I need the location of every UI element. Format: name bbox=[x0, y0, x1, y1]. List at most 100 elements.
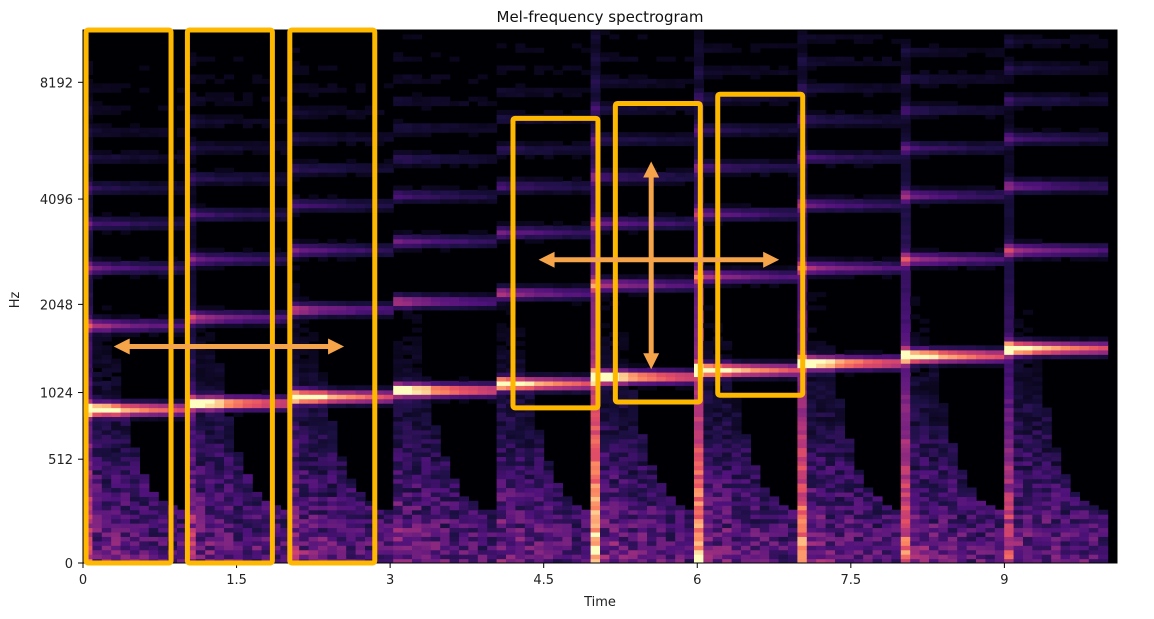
heatmap-cell bbox=[571, 545, 582, 551]
heatmap-cell bbox=[299, 203, 310, 209]
heatmap-cell bbox=[186, 305, 197, 311]
heatmap-cell bbox=[703, 460, 714, 466]
heatmap-cell bbox=[111, 491, 122, 497]
heatmap-cell bbox=[233, 176, 244, 182]
heatmap-cell bbox=[289, 474, 300, 480]
heatmap-cell bbox=[393, 398, 404, 404]
heatmap-cell bbox=[872, 118, 883, 124]
heatmap-cell bbox=[261, 554, 272, 560]
heatmap-cell bbox=[590, 509, 601, 515]
heatmap-cell bbox=[759, 278, 770, 284]
heatmap-cell bbox=[412, 469, 422, 475]
heatmap-cell bbox=[101, 132, 112, 138]
heatmap-cell bbox=[365, 518, 375, 524]
heatmap-cell bbox=[308, 514, 319, 520]
heatmap-cell bbox=[383, 305, 394, 311]
heatmap-cell bbox=[553, 69, 563, 76]
heatmap-cell bbox=[477, 198, 488, 204]
heatmap-cell bbox=[195, 305, 206, 311]
heatmap-cell bbox=[271, 309, 281, 315]
heatmap-cell bbox=[308, 305, 319, 311]
heatmap-cell bbox=[440, 185, 451, 191]
heatmap-cell bbox=[365, 536, 375, 542]
heatmap-cell bbox=[694, 420, 704, 426]
heatmap-cell bbox=[186, 469, 197, 475]
heatmap-cell bbox=[289, 549, 300, 555]
heatmap-cell bbox=[186, 189, 197, 195]
heatmap-cell bbox=[684, 549, 695, 555]
heatmap-cell bbox=[402, 545, 413, 551]
heatmap-cell bbox=[618, 483, 629, 489]
heatmap-cell bbox=[308, 407, 319, 413]
heatmap-cell bbox=[412, 558, 422, 563]
heatmap-cell bbox=[618, 332, 629, 338]
heatmap-cell bbox=[590, 434, 601, 440]
heatmap-cell bbox=[872, 154, 883, 160]
heatmap-cell bbox=[186, 274, 197, 280]
heatmap-cell bbox=[806, 292, 817, 298]
heatmap-cell bbox=[271, 318, 281, 324]
heatmap-cell bbox=[477, 554, 488, 560]
heatmap-cell bbox=[430, 460, 441, 466]
heatmap-cell bbox=[421, 518, 432, 524]
heatmap-cell bbox=[600, 225, 610, 231]
heatmap-cell bbox=[252, 523, 263, 529]
heatmap-cell bbox=[336, 469, 347, 475]
heatmap-cell bbox=[205, 447, 216, 453]
heatmap-cell bbox=[158, 416, 169, 422]
heatmap-cell bbox=[252, 149, 263, 155]
heatmap-cell bbox=[553, 509, 563, 515]
heatmap-cell bbox=[459, 394, 469, 400]
heatmap-cell bbox=[261, 145, 272, 151]
heatmap-cell bbox=[393, 345, 404, 351]
heatmap-cell bbox=[336, 314, 347, 320]
heatmap-cell bbox=[618, 345, 629, 351]
heatmap-cell bbox=[346, 523, 357, 529]
heatmap-cell bbox=[496, 65, 507, 71]
heatmap-cell bbox=[750, 478, 761, 484]
heatmap-cell bbox=[797, 469, 808, 475]
heatmap-cell bbox=[571, 141, 582, 147]
heatmap-cell bbox=[233, 398, 244, 404]
heatmap-cell bbox=[477, 509, 488, 515]
heatmap-cell bbox=[365, 300, 375, 306]
heatmap-cell bbox=[355, 514, 366, 520]
heatmap-cell bbox=[741, 500, 751, 506]
heatmap-cell bbox=[797, 540, 808, 546]
heatmap-cell bbox=[271, 314, 281, 320]
heatmap-cell bbox=[299, 443, 310, 449]
heatmap-cell bbox=[449, 385, 460, 391]
heatmap-cell bbox=[449, 305, 460, 311]
heatmap-cell bbox=[844, 509, 855, 515]
heatmap-cell bbox=[524, 523, 535, 529]
heatmap-cell bbox=[158, 216, 169, 222]
heatmap-cell bbox=[882, 363, 892, 369]
heatmap-cell bbox=[562, 505, 573, 511]
heatmap-cell bbox=[365, 243, 375, 249]
heatmap-cell bbox=[346, 545, 357, 551]
heatmap-cell bbox=[308, 314, 319, 320]
heatmap-cell bbox=[412, 443, 422, 449]
heatmap-cell bbox=[703, 447, 714, 453]
heatmap-cell bbox=[496, 403, 507, 409]
heatmap-cell bbox=[214, 398, 225, 404]
heatmap-cell bbox=[111, 127, 122, 133]
heatmap-cell bbox=[214, 372, 225, 378]
heatmap-cell bbox=[393, 149, 404, 155]
heatmap-cell bbox=[600, 429, 610, 435]
heatmap-cell bbox=[656, 132, 667, 138]
heatmap-cell bbox=[853, 514, 864, 520]
heatmap-cell bbox=[440, 300, 451, 306]
heatmap-cell bbox=[252, 309, 263, 315]
heatmap-cell bbox=[722, 438, 733, 444]
heatmap-cell bbox=[327, 385, 338, 391]
heatmap-cell bbox=[148, 216, 159, 222]
heatmap-cell bbox=[158, 514, 169, 520]
heatmap-cell bbox=[402, 349, 413, 355]
heatmap-cell bbox=[816, 491, 827, 497]
heatmap-cell bbox=[590, 78, 601, 84]
heatmap-cell bbox=[327, 238, 338, 244]
heatmap-cell bbox=[806, 56, 817, 62]
heatmap-cell bbox=[825, 434, 836, 440]
heatmap-cell bbox=[882, 531, 892, 537]
